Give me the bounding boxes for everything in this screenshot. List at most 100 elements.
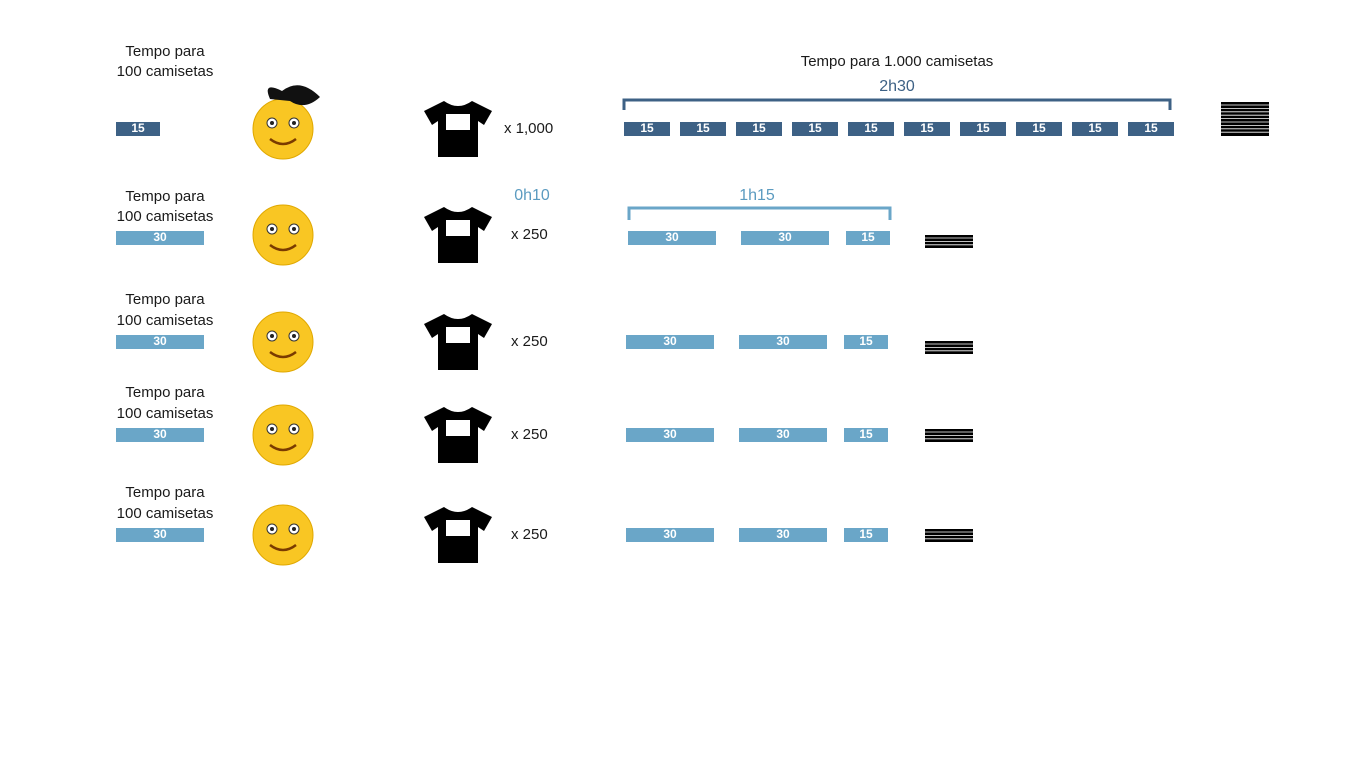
time-block-label: 30 <box>776 527 790 541</box>
time-block-label: 15 <box>1032 121 1046 135</box>
emoji <box>252 504 314 566</box>
emoji-pupil <box>270 527 274 531</box>
time-block <box>628 231 716 245</box>
time-block-label: 30 <box>665 230 679 244</box>
row-label: 100 camisetas <box>117 63 214 80</box>
time-block-label: 15 <box>808 121 822 135</box>
emoji-mouth <box>269 350 297 359</box>
time-block <box>739 528 827 542</box>
time-block-label: 15 <box>859 334 873 348</box>
time-block-label: 15 <box>859 427 873 441</box>
time-block <box>1072 122 1118 136</box>
time-block <box>1016 122 1062 136</box>
team-total: 1h15 <box>739 187 775 204</box>
time-block <box>741 231 829 245</box>
unit-label: 30 <box>153 230 167 244</box>
quantity: x 250 <box>511 426 548 443</box>
time-block <box>844 428 888 442</box>
emoji-pupil <box>292 121 296 125</box>
time-block-label: 30 <box>663 427 677 441</box>
time-block-label: 15 <box>1088 121 1102 135</box>
time-block-label: 15 <box>861 230 875 244</box>
team-bracket <box>627 206 892 220</box>
quantity: x 250 <box>511 226 548 243</box>
row-label: 100 camisetas <box>117 312 214 329</box>
emoji-bow <box>267 85 320 106</box>
row-label: Tempo para <box>125 43 205 60</box>
unit-block <box>116 428 204 442</box>
row-label: Tempo para <box>125 384 205 401</box>
unit-label: 30 <box>153 527 167 541</box>
emoji-mouth <box>269 543 297 552</box>
time-block-label: 30 <box>663 334 677 348</box>
tshirt-print <box>446 220 470 236</box>
unit-label: 30 <box>153 427 167 441</box>
unit-block <box>116 528 204 542</box>
time-block <box>792 122 838 136</box>
emoji-pupil <box>292 227 296 231</box>
time-block-label: 15 <box>859 527 873 541</box>
emoji-pupil <box>270 427 274 431</box>
time-block-label: 30 <box>778 230 792 244</box>
emoji-pupil <box>292 427 296 431</box>
emoji-pupil <box>292 334 296 338</box>
unit-block <box>116 335 204 349</box>
time-block <box>846 231 890 245</box>
time-block <box>960 122 1006 136</box>
time-block <box>626 528 714 542</box>
emoji-mouth <box>269 243 297 252</box>
time-block-label: 15 <box>752 121 766 135</box>
time-block-label: 15 <box>696 121 710 135</box>
time-block-label: 30 <box>776 334 790 348</box>
tshirt-print <box>446 327 470 343</box>
unit-label: 15 <box>131 121 145 135</box>
time-block-label: 15 <box>640 121 654 135</box>
batch-bracket <box>622 98 1172 110</box>
emoji-mouth <box>269 443 297 452</box>
unit-label: 30 <box>153 334 167 348</box>
row-label: 100 camisetas <box>117 208 214 225</box>
emoji <box>252 311 314 373</box>
time-block-label: 30 <box>663 527 677 541</box>
time-block <box>680 122 726 136</box>
quantity: x 250 <box>511 333 548 350</box>
time-block-label: 15 <box>920 121 934 135</box>
emoji-pupil <box>270 121 274 125</box>
time-block <box>736 122 782 136</box>
tshirt-print <box>446 520 470 536</box>
emoji <box>252 98 314 160</box>
time-block <box>626 428 714 442</box>
row-label: 100 camisetas <box>117 505 214 522</box>
time-block <box>844 528 888 542</box>
emoji <box>252 204 314 266</box>
emoji-mouth <box>269 137 297 146</box>
tshirt-print <box>446 114 470 130</box>
time-block <box>904 122 950 136</box>
time-block <box>739 335 827 349</box>
unit-block <box>116 231 204 245</box>
emoji-pupil <box>270 334 274 338</box>
time-block-label: 15 <box>976 121 990 135</box>
time-block <box>844 335 888 349</box>
batch-title: Tempo para 1.000 camisetas <box>801 53 994 70</box>
row-label: Tempo para <box>125 188 205 205</box>
row-label: Tempo para <box>125 484 205 501</box>
time-block <box>626 335 714 349</box>
time-block <box>848 122 894 136</box>
emoji-pupil <box>292 527 296 531</box>
row-label: 100 camisetas <box>117 405 214 422</box>
emoji <box>252 404 314 466</box>
tshirt-print <box>446 420 470 436</box>
unit-block <box>116 122 160 136</box>
time-block <box>1128 122 1174 136</box>
emoji-pupil <box>270 227 274 231</box>
setup-time: 0h10 <box>514 187 550 204</box>
quantity: x 1,000 <box>504 120 553 137</box>
time-block-label: 15 <box>1144 121 1158 135</box>
row-label: Tempo para <box>125 291 205 308</box>
time-block-label: 30 <box>776 427 790 441</box>
quantity: x 250 <box>511 526 548 543</box>
time-block <box>739 428 827 442</box>
time-block <box>624 122 670 136</box>
